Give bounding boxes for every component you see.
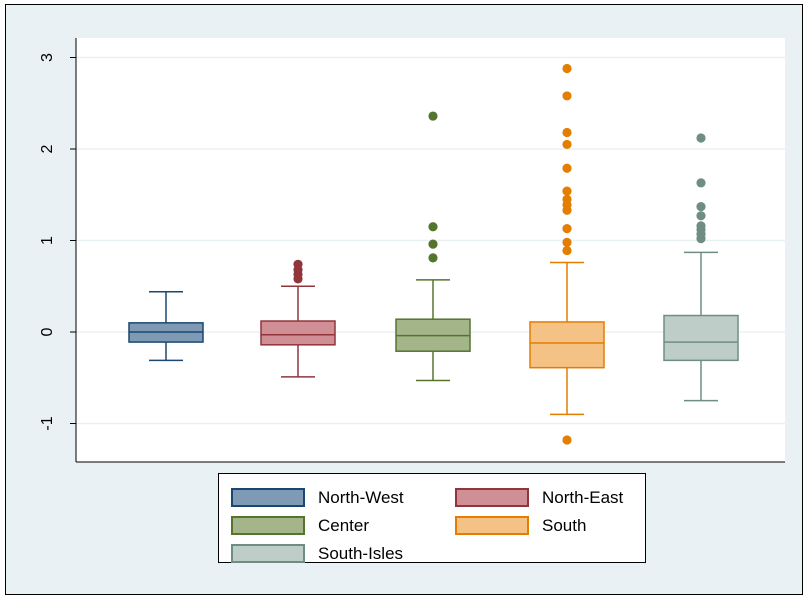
legend-swatch [231,488,305,507]
outlier-point [562,64,571,73]
outlier-point [696,133,705,142]
legend-label: South [542,515,586,536]
outlier-point [562,140,571,149]
outlier-point [562,195,571,204]
y-tick-label: 0 [39,327,56,336]
iqr-box [530,322,604,368]
outlier-point [562,186,571,195]
outlier-point [428,253,437,262]
outlier-point [428,111,437,120]
outlier-point [562,238,571,247]
outlier-point [696,202,705,211]
legend-swatch [455,488,529,507]
outlier-point [696,221,705,230]
outlier-point [562,91,571,100]
outlier-point [428,240,437,249]
iqr-box [261,321,335,345]
y-tick-label: 1 [39,236,56,245]
iqr-box [664,316,738,361]
legend-label: North-West [318,487,404,508]
outlier-point [696,178,705,187]
legend-swatch [455,516,529,535]
outlier-point [562,164,571,173]
y-axis-ticks: -1 0 1 2 3 [39,53,76,431]
legend-label: North-East [542,487,623,508]
legend-label: South-Isles [318,543,403,564]
y-tick-label: 2 [39,144,56,153]
plot-area [76,38,785,462]
legend-swatch [231,544,305,563]
outlier-point [562,435,571,444]
legend-label: Center [318,515,369,536]
legend: North-West North-East Center South South-Isl… [218,473,646,563]
y-tick-label: -1 [39,416,56,430]
chart-frame: -1 0 1 2 3 North-West North-East Center South So… [5,4,803,595]
outlier-point [562,128,571,137]
y-tick-label: 3 [39,53,56,62]
outlier-point [562,224,571,233]
legend-swatch [231,516,305,535]
outlier-point [293,260,302,269]
outlier-point [562,246,571,255]
outlier-point [696,211,705,220]
outlier-point [428,222,437,231]
